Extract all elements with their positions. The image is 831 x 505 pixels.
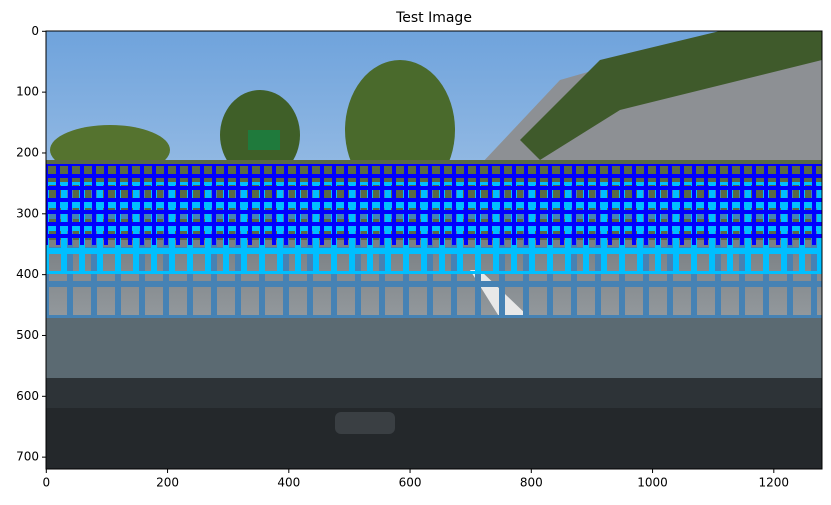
image bbox=[46, 31, 822, 469]
y-tick-label: 400 bbox=[16, 267, 39, 281]
y-tick-label: 700 bbox=[16, 450, 39, 464]
x-tick-label: 400 bbox=[277, 476, 300, 490]
x-tick-label: 800 bbox=[520, 476, 543, 490]
x-tick-label: 200 bbox=[156, 476, 179, 490]
x-tick-label: 0 bbox=[42, 476, 50, 490]
y-tick-label: 100 bbox=[16, 85, 39, 99]
chart-title: Test Image bbox=[395, 10, 472, 26]
x-tick-label: 600 bbox=[399, 476, 422, 490]
axes-frame bbox=[45, 30, 823, 470]
x-tick-label: 1000 bbox=[637, 476, 668, 490]
y-tick-label: 600 bbox=[16, 389, 39, 403]
y-tick-label: 0 bbox=[31, 24, 39, 38]
y-tick-label: 300 bbox=[16, 206, 39, 220]
y-tick-label: 200 bbox=[16, 145, 39, 159]
x-tick-label: 1200 bbox=[759, 476, 790, 490]
y-tick-label: 500 bbox=[16, 328, 39, 342]
